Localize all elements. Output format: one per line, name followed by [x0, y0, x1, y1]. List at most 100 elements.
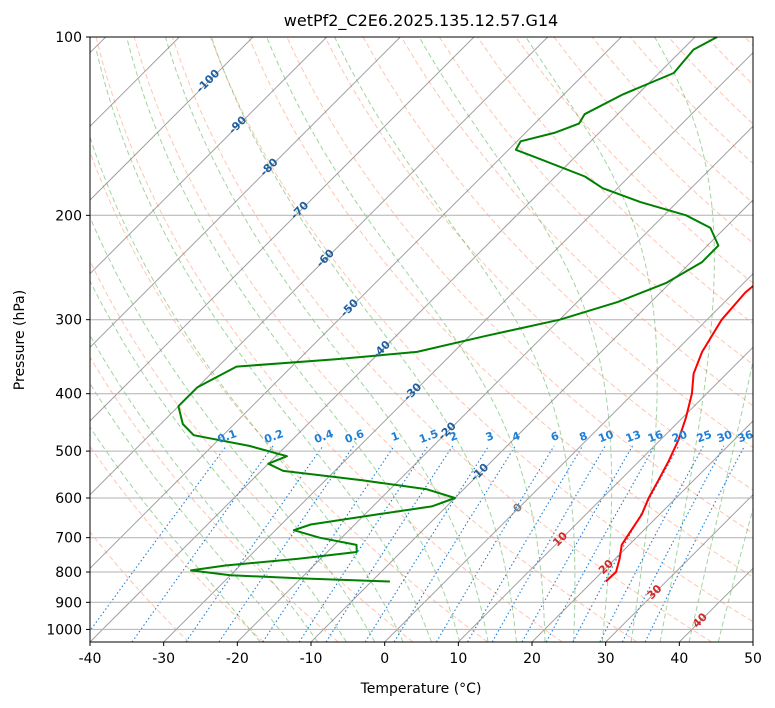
moist-adiabat-line — [654, 37, 715, 642]
isotherm-line — [531, 420, 753, 642]
moist-adiabat-line — [90, 135, 404, 642]
x-tick-label: 40 — [670, 651, 688, 667]
moist-adiabat-line — [164, 37, 489, 642]
isotherm-line — [90, 37, 401, 349]
y-axis-label: Pressure (hPa) — [12, 290, 28, 390]
moist-adiabat-line — [90, 279, 347, 642]
mixing-ratio-line — [298, 445, 429, 642]
mixing-ratio-label: 1.5 — [417, 427, 440, 446]
y-tick-label: 800 — [55, 565, 82, 581]
mixing-ratio-line — [467, 445, 584, 642]
mixing-ratio-label: 0.4 — [312, 427, 335, 446]
dry-adiabat-line — [400, 37, 753, 407]
mixing-ratio-line — [364, 445, 490, 642]
mixing-ratio-label: 6 — [549, 429, 561, 444]
moist-adiabat-line — [266, 37, 546, 642]
moist-adiabat-line — [334, 37, 576, 642]
moist-adiabat-line — [418, 37, 613, 642]
mixing-ratio-label: 0.6 — [343, 427, 366, 446]
mixing-ratio-label: 4 — [510, 429, 522, 444]
y-tick-label: 1000 — [46, 622, 82, 638]
isotherm-line — [90, 37, 622, 570]
mixing-ratio-line — [435, 445, 555, 642]
moist-adiabat-line — [717, 506, 753, 642]
chart-title: wetPf2_C2E6.2025.135.12.57.G14 — [284, 11, 558, 31]
mixing-ratio-label: 8 — [578, 429, 590, 444]
moist-adiabat-line — [90, 215, 376, 642]
mixing-ratio-label: 1 — [389, 429, 401, 444]
mixing-ratio-line — [218, 445, 355, 642]
mixing-ratio-label: 10 — [597, 428, 616, 446]
dry-adiabat-line — [438, 37, 753, 366]
isotherm-line — [90, 37, 328, 275]
x-tick-label: 20 — [523, 651, 541, 667]
mixing-ratio-label: 3 — [484, 429, 496, 444]
mixing-ratio-label: 30 — [715, 428, 734, 446]
mixing-ratio-label: 13 — [624, 428, 643, 445]
isotherm-line — [752, 641, 753, 642]
moist-adiabat-line — [90, 426, 261, 642]
dry-adiabat-line — [133, 37, 638, 642]
mixing-ratio-line — [621, 445, 725, 642]
mixing-ratio-line — [521, 445, 633, 642]
dry-adiabat-line — [171, 37, 712, 642]
isotherm-line — [457, 346, 753, 642]
y-tick-label: 300 — [55, 313, 82, 329]
dry-adiabat-line — [90, 531, 190, 642]
moist-adiabat-line — [126, 37, 461, 642]
moist-adiabat-line — [210, 37, 517, 642]
dewpoint-profile — [177, 37, 720, 583]
mixing-ratio-label: 16 — [646, 428, 665, 446]
dry-adiabat-line — [248, 37, 753, 578]
plot-frame — [89, 36, 754, 643]
mixing-ratio-label: 36 — [736, 428, 755, 446]
mixing-ratio-line — [131, 445, 274, 642]
axes: -40 -30 -20 -10 0 10 20 30 40 5010020030040050060… — [46, 30, 762, 667]
x-tick-label: -30 — [152, 651, 175, 667]
mixing-ratio-label: 2 — [448, 429, 460, 444]
mixing-ratio-line — [325, 445, 454, 642]
isotherm-line — [90, 37, 549, 496]
mixing-ratio-label: 25 — [695, 428, 714, 445]
profiles — [177, 37, 753, 583]
dry-adiabat-line — [90, 356, 339, 642]
temperature-profile — [605, 284, 753, 583]
dry-adiabat-line — [90, 150, 488, 642]
x-tick-label: -10 — [300, 651, 323, 667]
x-tick-label: 50 — [744, 651, 762, 667]
dry-adiabat-line — [90, 445, 264, 642]
y-tick-label: 600 — [55, 491, 82, 507]
y-tick-label: 700 — [55, 531, 82, 547]
moist-adiabat-line — [95, 49, 432, 642]
y-tick-label: 100 — [55, 30, 82, 46]
x-tick-label: 10 — [449, 651, 467, 667]
dry-adiabat-line — [95, 37, 563, 642]
x-axis-label: Temperature (°C) — [360, 681, 482, 697]
y-tick-label: 500 — [55, 444, 82, 460]
isotherm-line — [90, 37, 475, 422]
y-tick-label: 900 — [55, 595, 82, 611]
background-lines — [90, 37, 753, 642]
moist-adiabat-line — [688, 358, 753, 642]
plot-background — [90, 37, 753, 642]
mixing-ratio-line — [185, 445, 324, 642]
dry-adiabat-line — [210, 37, 753, 623]
x-tick-label: 0 — [380, 651, 389, 667]
x-tick-label: -40 — [79, 651, 102, 667]
x-tick-label: 30 — [597, 651, 615, 667]
isotherm-line — [384, 272, 753, 642]
isotherm-line — [605, 493, 753, 642]
isotherm-line — [90, 37, 696, 642]
isotherm-line — [90, 37, 254, 201]
isotherm-line — [310, 199, 753, 642]
x-tick-label: -20 — [226, 651, 249, 667]
mixing-ratio-line — [262, 445, 395, 642]
mixing-ratio-line — [644, 445, 746, 642]
mixing-ratio-label: 0.1 — [216, 427, 239, 446]
y-tick-label: 200 — [55, 208, 82, 224]
mixing-ratio-label: 0.2 — [263, 427, 286, 446]
y-tick-label: 400 — [55, 387, 82, 403]
dry-adiabat-line — [324, 37, 753, 491]
mixing-ratio-line — [545, 445, 656, 642]
